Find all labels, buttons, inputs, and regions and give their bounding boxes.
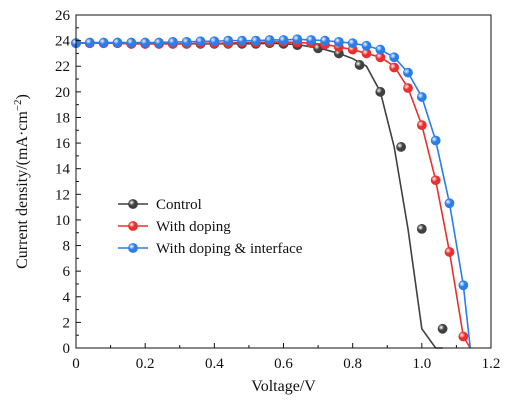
data-point [250,35,261,46]
data-point [84,37,95,48]
legend-label: With doping & interface [156,241,303,257]
data-point [389,52,400,63]
data-point [375,86,386,97]
data-point [375,44,386,55]
data-point [223,35,234,46]
data-point [361,40,372,51]
x-tick-label: 1.0 [412,356,431,372]
x-tick-label: 1.2 [482,356,501,372]
data-point [347,38,358,49]
y-tick-label: 4 [63,290,71,306]
legend-item: With doping & interface [118,241,303,257]
legend-marker [128,221,138,231]
x-axis-ticks: 0 0.2 0.4 0.6 0.8 1.0 1.2 [72,343,500,372]
data-point [458,331,469,342]
data-point [126,37,137,48]
plot-frame [75,14,492,349]
data-point [416,92,427,102]
data-point [437,323,448,334]
data-point [195,36,206,47]
data-point [98,37,109,48]
y-tick-label: 6 [63,264,71,280]
data-point [396,142,406,152]
data-point [444,247,455,257]
y-tick-label: 24 [55,34,71,50]
legend-item: With doping [118,219,231,235]
legend: Control With doping With doping & interfac… [118,197,303,257]
data-point [416,223,427,234]
legend-label: With doping [156,219,231,235]
data-point [306,35,317,45]
data-point [458,280,469,291]
data-point [430,175,441,186]
y-tick-label: 18 [55,110,70,126]
series-3 [71,34,472,349]
data-point [209,36,220,47]
x-tick-label: 0 [72,356,80,372]
series-1 [71,38,448,349]
y-tick-label: 14 [55,162,71,178]
y-tick-label: 2 [63,315,71,331]
data-point [389,62,400,73]
x-tick-label: 0.8 [343,356,362,372]
y-tick-label: 20 [55,85,70,101]
data-point [444,198,455,209]
series-line [76,42,443,349]
y-tick-label: 26 [55,8,71,24]
series-2 [71,36,471,349]
legend-marker [128,199,138,209]
data-point [167,36,178,47]
legend-marker [128,243,138,253]
data-point [292,34,303,45]
data-point [333,36,344,47]
y-tick-label: 16 [55,136,71,152]
legend-item: Control [118,197,202,213]
data-point [403,67,413,78]
data-point [403,83,413,93]
data-point [181,36,192,47]
series-layer [71,34,472,349]
data-point [154,37,164,48]
data-point [320,35,330,46]
x-tick-label: 0.2 [136,356,155,372]
y-axis-title-main: Current density/(mA·cm [14,111,31,269]
data-point [140,37,151,48]
legend-label: Control [156,197,202,213]
y-tick-label: 0 [63,341,71,357]
data-point [112,37,123,48]
data-point [264,35,275,45]
data-point [430,135,441,146]
y-tick-label: 10 [55,213,70,229]
x-axis-title: Voltage/V [251,378,316,395]
x-tick-label: 0.6 [274,356,293,372]
y-tick-label: 22 [55,59,70,75]
data-point [237,35,247,46]
y-axis-title-close: ) [14,94,31,99]
y-tick-label: 8 [63,239,71,255]
data-point [278,35,289,45]
y-axis-title-sup: −2 [12,99,24,111]
y-tick-label: 12 [55,187,70,203]
x-tick-label: 0.4 [205,356,224,372]
data-point [354,60,365,70]
y-axis-title: Current density/(mA·cm−2) [12,94,31,269]
data-point [416,120,427,131]
